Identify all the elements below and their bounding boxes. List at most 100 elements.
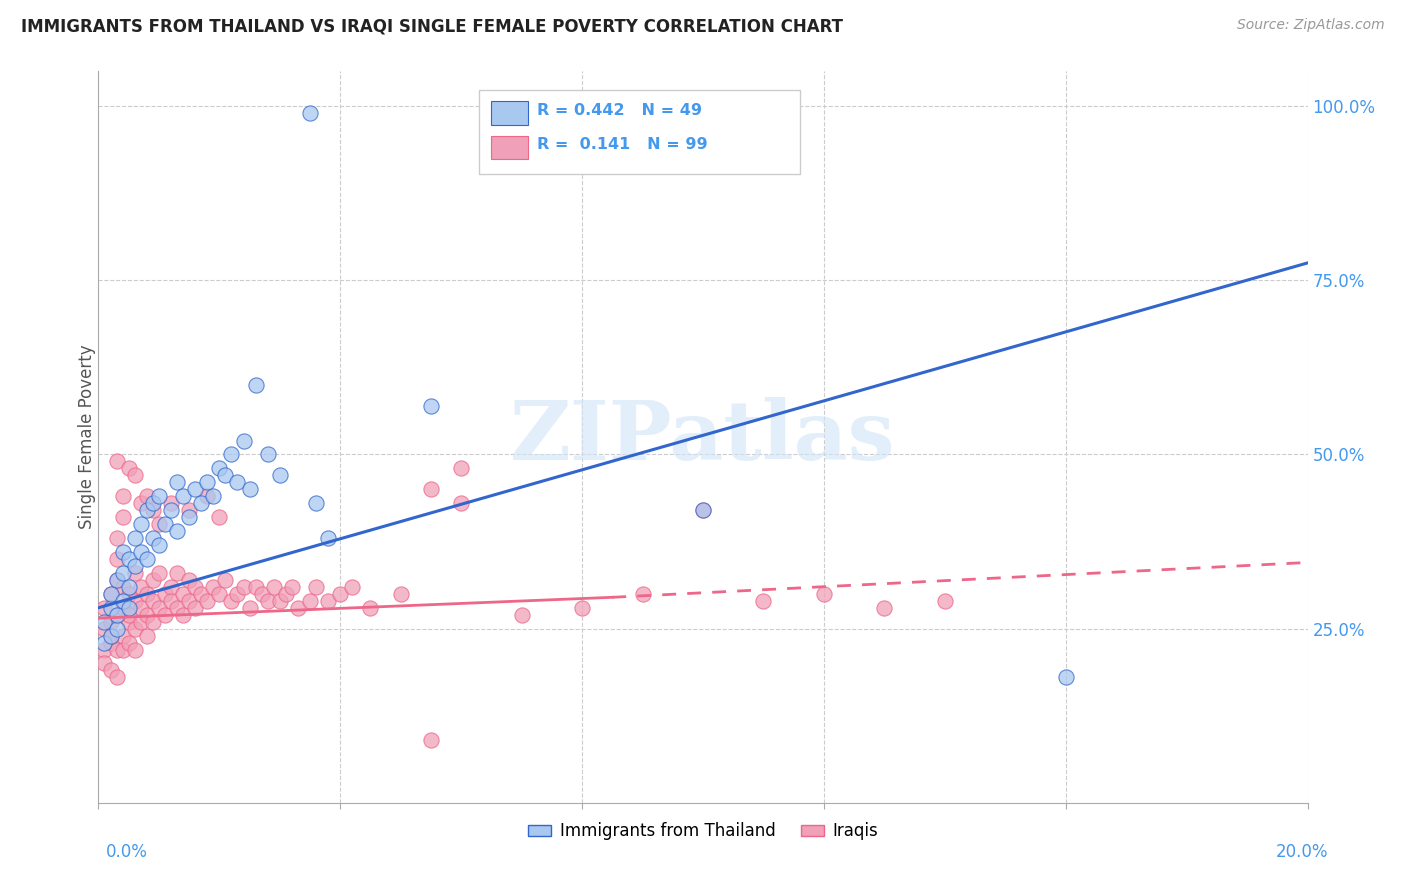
Point	[195, 475, 218, 490]
Point	[692, 503, 714, 517]
Point	[100, 635, 122, 649]
Point	[118, 607, 141, 622]
Point	[118, 580, 141, 594]
Point	[124, 622, 146, 636]
Point	[510, 607, 533, 622]
FancyBboxPatch shape	[479, 90, 800, 174]
Point	[135, 552, 157, 566]
Point	[105, 531, 128, 545]
Point	[263, 580, 285, 594]
Text: ZIPatlas: ZIPatlas	[510, 397, 896, 477]
Point	[873, 600, 896, 615]
Point	[172, 587, 194, 601]
Point	[135, 503, 157, 517]
Point	[129, 496, 152, 510]
Point	[299, 106, 322, 120]
Text: 0.0%: 0.0%	[105, 843, 148, 861]
Point	[111, 629, 134, 643]
Point	[934, 594, 956, 608]
Point	[179, 573, 201, 587]
Point	[221, 448, 243, 462]
Point	[153, 607, 176, 622]
Point	[129, 600, 152, 615]
Point	[316, 594, 339, 608]
Point	[190, 587, 212, 601]
Point	[208, 510, 231, 524]
Point	[214, 573, 236, 587]
Point	[118, 552, 141, 566]
Point	[360, 600, 382, 615]
Point	[105, 642, 128, 657]
Point	[160, 594, 183, 608]
Point	[135, 489, 157, 503]
Point	[232, 580, 254, 594]
Point	[221, 594, 243, 608]
Text: 20.0%: 20.0%	[1277, 843, 1329, 861]
Point	[245, 580, 267, 594]
Point	[105, 607, 128, 622]
Point	[111, 510, 134, 524]
Point	[450, 496, 472, 510]
Point	[129, 545, 152, 559]
Point	[124, 642, 146, 657]
Point	[202, 489, 225, 503]
Point	[172, 607, 194, 622]
Point	[129, 615, 152, 629]
Point	[100, 664, 122, 678]
Point	[571, 600, 593, 615]
Point	[166, 566, 188, 580]
Point	[100, 629, 122, 643]
Point	[148, 566, 170, 580]
Point	[202, 580, 225, 594]
Point	[166, 600, 188, 615]
Point	[135, 629, 157, 643]
Point	[135, 587, 157, 601]
Point	[111, 594, 134, 608]
Point	[105, 622, 128, 636]
Point	[111, 642, 134, 657]
Text: Source: ZipAtlas.com: Source: ZipAtlas.com	[1237, 18, 1385, 32]
Point	[166, 475, 188, 490]
Point	[184, 483, 207, 497]
Point	[208, 461, 231, 475]
Point	[111, 566, 134, 580]
Point	[299, 594, 322, 608]
Point	[269, 468, 291, 483]
Point	[93, 642, 115, 657]
Point	[342, 580, 364, 594]
Point	[148, 600, 170, 615]
Point	[105, 607, 128, 622]
Point	[226, 587, 249, 601]
Point	[111, 600, 134, 615]
Point	[142, 594, 165, 608]
Point	[142, 503, 165, 517]
Point	[256, 594, 278, 608]
Point	[195, 489, 218, 503]
Point	[148, 517, 170, 532]
Point	[160, 503, 183, 517]
Point	[142, 573, 165, 587]
Point	[208, 587, 231, 601]
Point	[100, 600, 122, 615]
Point	[274, 587, 297, 601]
Point	[105, 552, 128, 566]
Text: R =  0.141   N = 99: R = 0.141 N = 99	[537, 137, 709, 152]
Point	[813, 587, 835, 601]
Point	[420, 399, 443, 413]
Point	[631, 587, 654, 601]
Point	[105, 573, 128, 587]
Point	[118, 635, 141, 649]
Point	[179, 594, 201, 608]
Point	[142, 615, 165, 629]
Point	[420, 733, 443, 747]
Text: IMMIGRANTS FROM THAILAND VS IRAQI SINGLE FEMALE POVERTY CORRELATION CHART: IMMIGRANTS FROM THAILAND VS IRAQI SINGLE…	[21, 18, 844, 36]
Point	[245, 377, 267, 392]
Point	[111, 489, 134, 503]
Point	[256, 448, 278, 462]
FancyBboxPatch shape	[492, 102, 527, 125]
Point	[135, 607, 157, 622]
Point	[305, 496, 328, 510]
Point	[179, 503, 201, 517]
Text: R = 0.442   N = 49: R = 0.442 N = 49	[537, 103, 703, 118]
Point	[195, 594, 218, 608]
